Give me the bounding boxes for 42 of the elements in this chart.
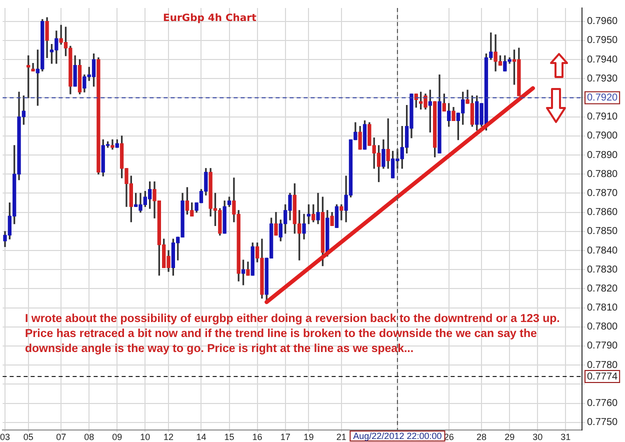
y-tick-label: 0.7850 <box>587 226 618 238</box>
y-tick-label: 0.7860 <box>587 207 618 218</box>
y-tick-label: 0.7790 <box>587 340 618 352</box>
y-tick-label: 0.7760 <box>587 398 618 410</box>
y-tick-label: 0.7810 <box>587 302 618 314</box>
x-tick-label: 31 <box>560 432 571 442</box>
y-tick-label: 0.7870 <box>587 188 618 199</box>
y-tick-label: 0.7930 <box>587 73 618 84</box>
y-tick-label: 0.7890 <box>587 150 618 161</box>
ref-line-label: 0.7774 <box>587 371 618 382</box>
x-tick-label: 17 <box>280 432 290 442</box>
x-tick-label: 12 <box>164 432 174 442</box>
x-tick-label: 08 <box>84 432 94 442</box>
x-tick-label: 29 <box>504 432 515 442</box>
x-tick-label: 21 <box>336 432 346 442</box>
y-tick-label: 0.7950 <box>587 35 618 46</box>
x-tick-label: 10 <box>140 432 150 442</box>
y-tick-label: 0.7910 <box>587 112 618 123</box>
x-tick-label: 19 <box>304 432 314 442</box>
x-tick-label: 03 <box>0 432 10 442</box>
annotation: I wrote about the possibility of eurgbp either doing a reversion back to the downtrend or a 123 up. Price has retraced a bit now and if the trend line is broken to the downside the we can say the downside angle is the way to go. Price is right at the line as we speak... <box>25 312 561 357</box>
x-tick-label: 28 <box>476 432 487 442</box>
y-tick-label: 0.7750 <box>587 417 618 428</box>
y-tick-label: 0.7830 <box>587 264 618 276</box>
x-tick-label: 05 <box>23 432 34 442</box>
x-tick-label: 14 <box>196 432 206 442</box>
y-tick-label: 0.7880 <box>587 168 618 180</box>
y-tick-label: 0.7940 <box>587 54 618 66</box>
x-tick-label: 09 <box>112 432 122 442</box>
x-tick-label: 16 <box>252 432 262 442</box>
text: EurGbp 4h Chart <box>163 13 256 24</box>
x-tick-label: 07 <box>56 432 66 442</box>
ref-line-label: 0.7920 <box>587 92 618 104</box>
x-tick-label: 30 <box>532 432 543 442</box>
y-tick-label: 0.7800 <box>587 322 618 333</box>
x-tick-label: Aug/22/2012 22:00:00 <box>353 430 442 441</box>
y-tick-label: 0.7820 <box>587 283 618 294</box>
y-tick-label: 0.7840 <box>587 245 618 256</box>
y-tick-label: 0.7960 <box>587 16 618 28</box>
y-tick-label: 0.7780 <box>587 360 618 371</box>
y-tick-label: 0.7900 <box>587 130 618 142</box>
x-tick-label: 15 <box>224 432 234 442</box>
